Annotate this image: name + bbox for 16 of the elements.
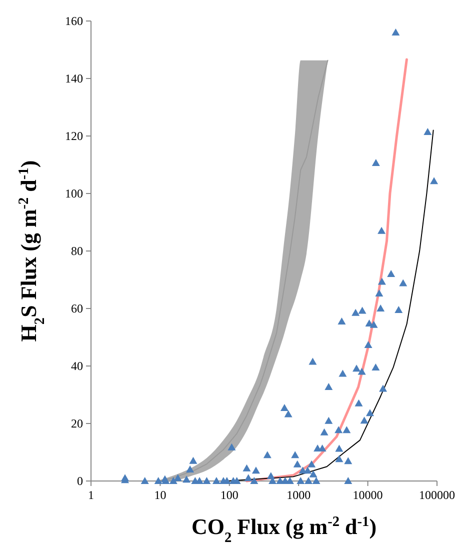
x-tick-label: 1000 bbox=[286, 488, 311, 502]
x-tick-label: 10000 bbox=[352, 488, 383, 502]
y-tick-label: 140 bbox=[65, 72, 83, 86]
y-tick-label: 0 bbox=[77, 474, 83, 488]
x-tick-label: 100 bbox=[220, 488, 238, 502]
y-tick-label: 120 bbox=[65, 129, 83, 144]
y-tick-label: 40 bbox=[71, 359, 83, 374]
x-tick-label: 100000 bbox=[419, 488, 455, 502]
x-tick-label: 10 bbox=[154, 488, 166, 502]
y-tick-label: 20 bbox=[71, 416, 83, 431]
y-tick-label: 160 bbox=[65, 14, 83, 28]
y-tick-label: 60 bbox=[71, 302, 83, 316]
x-tick-label: 1 bbox=[88, 488, 94, 502]
y-tick-label: 100 bbox=[65, 186, 83, 201]
y-tick-label: 80 bbox=[71, 244, 83, 258]
x-axis-title: CO$_{2}$ Flux (g m$^{-2}$ d$^{-1}$) bbox=[191, 514, 377, 543]
